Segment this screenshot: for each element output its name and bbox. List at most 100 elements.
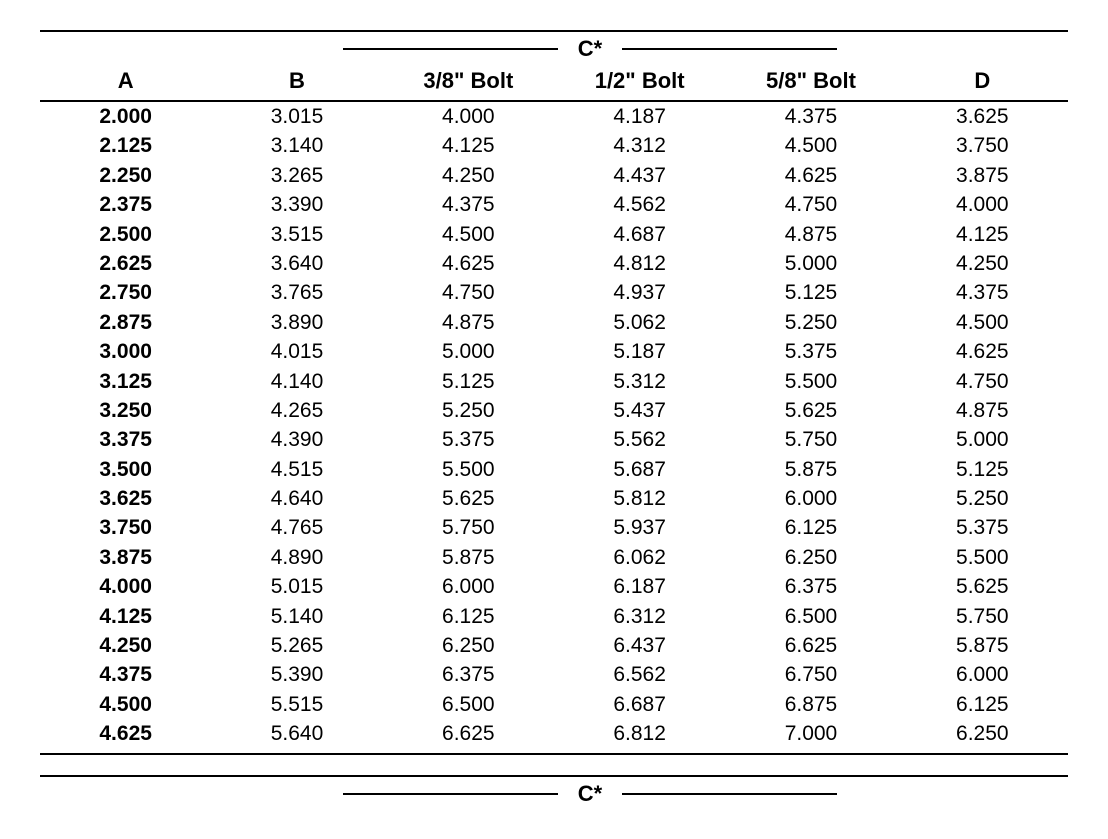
table-cell: 3.390 <box>211 190 382 219</box>
table-cell: 5.125 <box>383 367 554 396</box>
header-c1: 3/8" Bolt <box>383 64 554 101</box>
table-cell: 5.515 <box>211 690 382 719</box>
table-cell: 4.375 <box>383 190 554 219</box>
table-cell: 5.625 <box>897 572 1068 601</box>
table-cell: 5.140 <box>211 602 382 631</box>
table-row: 4.2505.2656.2506.4376.6255.875 <box>40 631 1068 660</box>
table-cell: 2.750 <box>40 278 211 307</box>
table-cell: 5.500 <box>383 455 554 484</box>
table-cell: 5.937 <box>554 513 725 542</box>
table-cell: 3.625 <box>40 484 211 513</box>
table-cell: 5.562 <box>554 425 725 454</box>
footer-c-group-left-line <box>343 793 558 795</box>
table-cell: 5.875 <box>897 631 1068 660</box>
table-cell: 5.687 <box>554 455 725 484</box>
table-cell: 4.875 <box>725 220 896 249</box>
table-cell: 5.500 <box>725 367 896 396</box>
table-cell: 3.265 <box>211 161 382 190</box>
table-cell: 4.000 <box>897 190 1068 219</box>
table-cell: 4.000 <box>383 101 554 131</box>
table-cell: 6.875 <box>725 690 896 719</box>
table-cell: 4.625 <box>725 161 896 190</box>
table-cell: 6.000 <box>897 660 1068 689</box>
table-body: 2.0003.0154.0004.1874.3753.6252.1253.140… <box>40 101 1068 753</box>
table-cell: 4.750 <box>725 190 896 219</box>
table-cell: 6.187 <box>554 572 725 601</box>
table-cell: 4.937 <box>554 278 725 307</box>
table-cell: 6.500 <box>383 690 554 719</box>
table-cell: 6.125 <box>725 513 896 542</box>
table-cell: 4.375 <box>40 660 211 689</box>
table-cell: 4.437 <box>554 161 725 190</box>
table-cell: 4.000 <box>40 572 211 601</box>
table-row: 3.1254.1405.1255.3125.5004.750 <box>40 367 1068 396</box>
data-table: A B 3/8" Bolt 1/2" Bolt 5/8" Bolt D 2.00… <box>40 64 1068 753</box>
table-cell: 6.062 <box>554 543 725 572</box>
header-b: B <box>211 64 382 101</box>
table-cell: 3.625 <box>897 101 1068 131</box>
footer-c-group-header-row: C* <box>40 777 1068 809</box>
table-cell: 4.250 <box>40 631 211 660</box>
table-cell: 6.687 <box>554 690 725 719</box>
table-cell: 4.625 <box>40 719 211 752</box>
table-cell: 3.750 <box>897 131 1068 160</box>
table-cell: 3.640 <box>211 249 382 278</box>
table-row: 2.3753.3904.3754.5624.7504.000 <box>40 190 1068 219</box>
table-cell: 3.765 <box>211 278 382 307</box>
header-c2: 1/2" Bolt <box>554 64 725 101</box>
table-cell: 6.812 <box>554 719 725 752</box>
table-row: 2.0003.0154.0004.1874.3753.625 <box>40 101 1068 131</box>
table-cell: 4.187 <box>554 101 725 131</box>
table-cell: 6.750 <box>725 660 896 689</box>
table-cell: 3.750 <box>40 513 211 542</box>
table-cell: 3.000 <box>40 337 211 366</box>
header-row: A B 3/8" Bolt 1/2" Bolt 5/8" Bolt D <box>40 64 1068 101</box>
table-cell: 2.250 <box>40 161 211 190</box>
table-cell: 3.515 <box>211 220 382 249</box>
c-group-label: C* <box>578 36 602 62</box>
table-cell: 4.125 <box>897 220 1068 249</box>
table-cell: 4.125 <box>383 131 554 160</box>
table-cell: 5.125 <box>897 455 1068 484</box>
c-group-left-line <box>343 48 558 50</box>
table-cell: 4.687 <box>554 220 725 249</box>
table-cell: 2.500 <box>40 220 211 249</box>
table-cell: 5.390 <box>211 660 382 689</box>
table-cell: 4.500 <box>40 690 211 719</box>
table-cell: 7.000 <box>725 719 896 752</box>
table-cell: 5.500 <box>897 543 1068 572</box>
table-cell: 6.375 <box>383 660 554 689</box>
table-cell: 6.000 <box>725 484 896 513</box>
table-cell: 3.875 <box>40 543 211 572</box>
table-row: 3.5004.5155.5005.6875.8755.125 <box>40 455 1068 484</box>
table-cell: 6.312 <box>554 602 725 631</box>
table-cell: 4.390 <box>211 425 382 454</box>
table-cell: 4.125 <box>40 602 211 631</box>
table-cell: 4.500 <box>383 220 554 249</box>
table-cell: 3.140 <box>211 131 382 160</box>
table-cell: 4.500 <box>897 308 1068 337</box>
table-cell: 5.187 <box>554 337 725 366</box>
table-cell: 6.562 <box>554 660 725 689</box>
table-row: 4.6255.6406.6256.8127.0006.250 <box>40 719 1068 752</box>
table-cell: 4.140 <box>211 367 382 396</box>
table-row: 3.7504.7655.7505.9376.1255.375 <box>40 513 1068 542</box>
table-cell: 6.625 <box>725 631 896 660</box>
table-cell: 5.125 <box>725 278 896 307</box>
table-cell: 5.375 <box>725 337 896 366</box>
table-row: 2.7503.7654.7504.9375.1254.375 <box>40 278 1068 307</box>
table-row: 2.1253.1404.1254.3124.5003.750 <box>40 131 1068 160</box>
table-cell: 6.125 <box>383 602 554 631</box>
table-cell: 3.250 <box>40 396 211 425</box>
table-cell: 5.062 <box>554 308 725 337</box>
table-row: 3.8754.8905.8756.0626.2505.500 <box>40 543 1068 572</box>
table-row: 4.0005.0156.0006.1876.3755.625 <box>40 572 1068 601</box>
table-cell: 4.750 <box>383 278 554 307</box>
table-cell: 6.250 <box>897 719 1068 752</box>
table-cell: 5.750 <box>725 425 896 454</box>
table-cell: 5.015 <box>211 572 382 601</box>
table-cell: 5.750 <box>897 602 1068 631</box>
header-c3: 5/8" Bolt <box>725 64 896 101</box>
table-cell: 5.875 <box>725 455 896 484</box>
table-cell: 6.000 <box>383 572 554 601</box>
